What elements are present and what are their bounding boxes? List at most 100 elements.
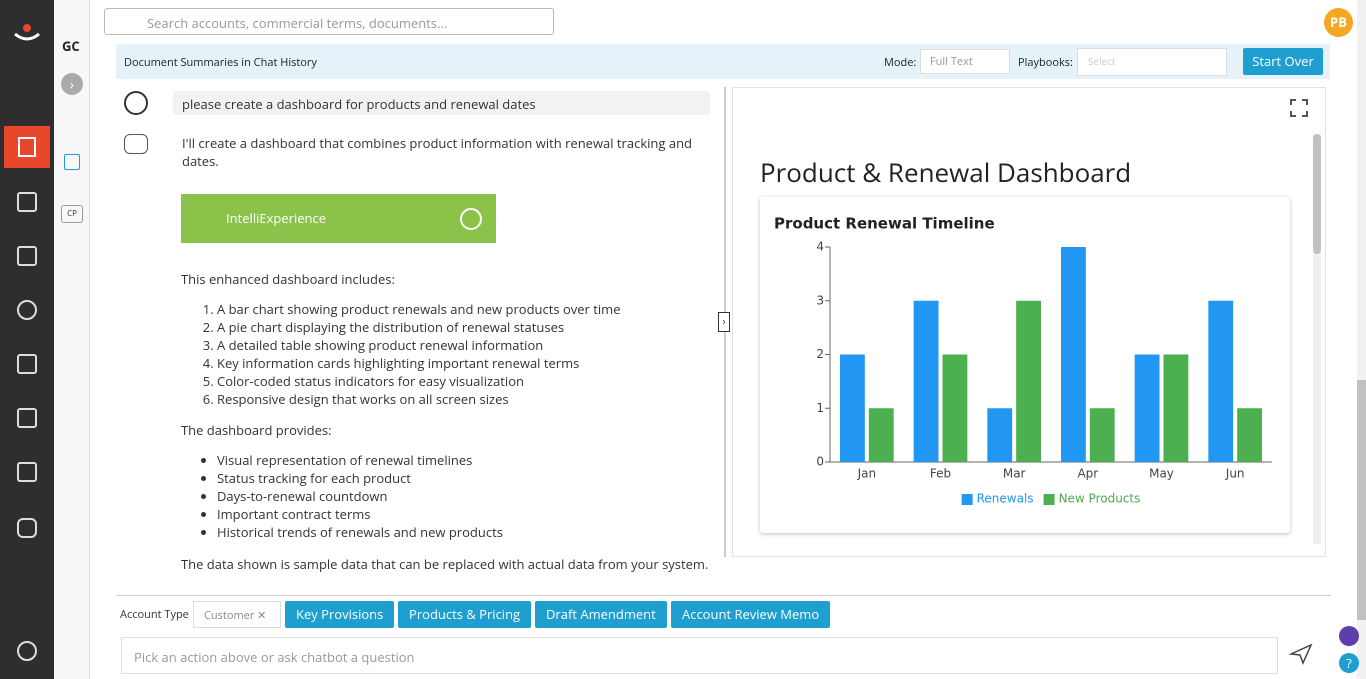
- account-type-value: Customer: [204, 608, 255, 623]
- nav-icon: [18, 137, 36, 157]
- bar: [913, 300, 939, 462]
- list-item: Visual representation of renewal timelin…: [217, 451, 681, 469]
- bar: [1163, 354, 1189, 462]
- nav-icon[interactable]: [17, 354, 37, 374]
- footer-divider: [116, 595, 1331, 596]
- y-tick-label: 2: [816, 347, 824, 361]
- start-over-button[interactable]: Start Over: [1243, 48, 1323, 75]
- user-icon: [124, 91, 148, 115]
- provides-heading: The dashboard provides:: [181, 421, 332, 439]
- closing-note: The data shown is sample data that can b…: [181, 555, 709, 573]
- nav-icon[interactable]: [17, 518, 37, 538]
- list-item: Days-to-renewal countdown: [217, 487, 681, 505]
- nav-icon[interactable]: [17, 246, 37, 266]
- account-type-select[interactable]: Customer ✕: [193, 601, 281, 628]
- chart: Product Renewal Timeline 0 1 2 3 4 Jan Feb Mar A…: [774, 215, 1272, 506]
- workspace-label: GC: [62, 37, 80, 55]
- provides-list: Visual representation of renewal timelin…: [181, 451, 681, 541]
- bot-icon: [124, 134, 148, 154]
- nav-icon[interactable]: [17, 300, 37, 320]
- bar: [1016, 300, 1041, 462]
- page-scrollbar: [1357, 0, 1366, 679]
- action-button[interactable]: Products & Pricing: [398, 601, 532, 628]
- list-item: Status tracking for each product: [217, 469, 681, 487]
- dashboard-title: Product & Renewal Dashboard: [760, 154, 1132, 190]
- bar: [1237, 408, 1262, 462]
- search-box[interactable]: Search accounts, commercial terms, docum…: [104, 8, 554, 35]
- y-tick-label: 4: [816, 240, 824, 254]
- legend-label: New Products: [1059, 492, 1141, 506]
- help-icon[interactable]: ?: [1339, 653, 1359, 673]
- nav-icon[interactable]: [17, 192, 37, 212]
- y-tick-label: 3: [816, 293, 824, 307]
- send-icon[interactable]: [1289, 643, 1313, 665]
- collapse-toggle[interactable]: ›: [718, 312, 730, 332]
- intelli-button-label: IntelliExperience: [226, 209, 327, 227]
- bar: [868, 408, 894, 462]
- includes-heading: This enhanced dashboard includes:: [181, 270, 395, 288]
- user-avatar[interactable]: PB: [1324, 8, 1353, 37]
- bar: [942, 354, 968, 462]
- chat-input[interactable]: Pick an action above or ask chatbot a qu…: [121, 637, 1278, 674]
- action-button[interactable]: Draft Amendment: [535, 601, 667, 628]
- legend-swatch: [1043, 494, 1055, 505]
- list-item: Historical trends of renewals and new pr…: [217, 523, 681, 541]
- x-tick-label: Feb: [930, 467, 951, 481]
- x-tick-label: Jun: [1225, 467, 1245, 481]
- list-item: A detailed table showing product renewal…: [217, 336, 681, 354]
- bot-intro: I'll create a dashboard that combines pr…: [182, 134, 692, 170]
- bar: [1208, 300, 1234, 462]
- x-tick-label: Mar: [1003, 467, 1026, 481]
- legend-swatch: [961, 494, 973, 505]
- bar: [1134, 354, 1160, 462]
- expand-button[interactable]: ›: [61, 73, 83, 95]
- account-type-label: Account Type: [120, 607, 189, 622]
- hierarchy-icon[interactable]: [64, 154, 80, 170]
- nav-icon[interactable]: [17, 462, 37, 482]
- y-tick-label: 0: [816, 455, 824, 469]
- user-message: please create a dashboard for products a…: [173, 91, 710, 115]
- bar: [987, 408, 1013, 462]
- legend-label: Renewals: [977, 492, 1034, 506]
- secondary-sidebar: GC › CP: [54, 0, 90, 679]
- list-item: A bar chart showing product renewals and…: [217, 300, 681, 318]
- list-item: Color-coded status indicators for easy v…: [217, 372, 681, 390]
- bar: [1089, 408, 1115, 462]
- settings-icon[interactable]: [17, 641, 37, 661]
- tips-icon[interactable]: [1339, 626, 1359, 646]
- page-scrollbar-thumb[interactable]: [1357, 380, 1366, 620]
- x-tick-label: Apr: [1077, 467, 1098, 481]
- go-icon: [460, 208, 482, 230]
- action-button[interactable]: Key Provisions: [285, 601, 395, 628]
- playbooks-label: Playbooks:: [1018, 55, 1073, 70]
- toolbar-title: Document Summaries in Chat History: [124, 55, 317, 70]
- chart-title: Product Renewal Timeline: [774, 215, 995, 233]
- intelli-button[interactable]: IntelliExperience: [181, 194, 496, 243]
- y-tick-label: 1: [816, 401, 824, 415]
- nav-icon[interactable]: [17, 408, 37, 428]
- preview-panel: Product & Renewal Dashboard: [732, 87, 1326, 557]
- playbooks-select[interactable]: Select: [1077, 48, 1227, 76]
- bar: [840, 354, 865, 462]
- fullscreen-icon[interactable]: [1290, 99, 1308, 117]
- main-sidebar: [0, 0, 54, 679]
- list-item: A pie chart displaying the distribution …: [217, 318, 681, 336]
- toolbar: Document Summaries in Chat History Mode:…: [116, 44, 1330, 79]
- list-item: Important contract terms: [217, 505, 681, 523]
- scrollbar-thumb[interactable]: [1313, 134, 1321, 254]
- mode-select[interactable]: Full Text: [920, 49, 1010, 74]
- x-tick-label: Jan: [857, 467, 877, 481]
- list-item: Key information cards highlighting impor…: [217, 354, 681, 372]
- x-tick-label: May: [1149, 467, 1174, 481]
- chart-card: Product Renewal Timeline 0 1 2 3 4 Jan Feb Mar A…: [760, 197, 1290, 533]
- active-nav-item[interactable]: [4, 126, 50, 168]
- cp-badge[interactable]: CP: [61, 205, 83, 223]
- mode-label: Mode:: [884, 55, 917, 70]
- action-button[interactable]: Account Review Memo: [671, 601, 831, 628]
- logo: [14, 24, 40, 41]
- bar: [1061, 247, 1086, 462]
- includes-list: A bar chart showing product renewals and…: [181, 300, 681, 408]
- scrollbar-track: [1313, 134, 1321, 544]
